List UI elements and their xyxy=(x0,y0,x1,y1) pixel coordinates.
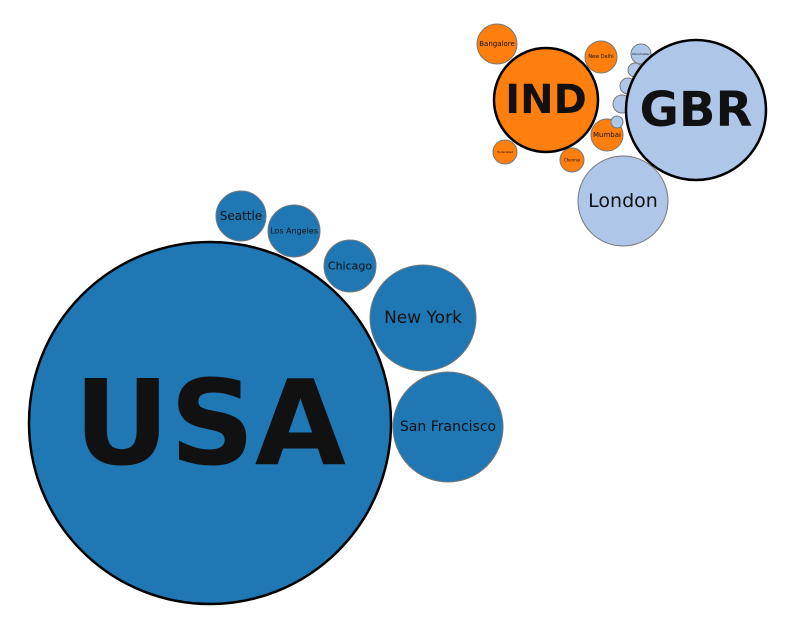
city-bubble-bangalore xyxy=(476,23,518,65)
country-label-gbr: GBR xyxy=(640,82,753,138)
city-label-chennai: Chennai xyxy=(564,158,580,163)
city-label-mumbai: Mumbai xyxy=(593,131,621,139)
city-label-los-angeles: Los Angeles xyxy=(270,227,318,236)
city-bubble-gbr-city-6 xyxy=(610,115,624,129)
city-bubble-chicago xyxy=(323,239,377,293)
city-bubble-los-angeles xyxy=(267,204,321,258)
city-label-san-francisco: San Francisco xyxy=(400,419,496,435)
country-bubble-ind xyxy=(492,46,600,154)
city-label-hyderabad: Hyderabad xyxy=(497,150,514,154)
country-bubble-gbr xyxy=(624,38,768,182)
city-label-manchester: Manchester xyxy=(632,52,650,56)
city-bubble-new-york xyxy=(369,264,477,372)
city-bubble-london xyxy=(577,155,669,247)
city-label-london: London xyxy=(588,190,658,212)
city-label-seattle: Seattle xyxy=(220,209,262,223)
city-bubble-chennai xyxy=(559,147,585,173)
city-label-bangalore: Bangalore xyxy=(479,40,515,48)
city-label-new-delhi: New Delhi xyxy=(588,54,613,60)
city-bubble-seattle xyxy=(215,190,267,242)
city-bubble-new-delhi xyxy=(584,40,618,74)
city-label-chicago: Chicago xyxy=(328,260,372,273)
city-bubble-hyderabad xyxy=(492,139,518,165)
country-label-ind: IND xyxy=(505,77,587,123)
country-bubble-usa xyxy=(27,240,393,606)
city-bubble-manchester xyxy=(630,43,652,65)
city-label-new-york: New York xyxy=(384,308,462,328)
country-label-usa: USA xyxy=(74,354,346,492)
city-bubble-san-francisco xyxy=(392,371,504,483)
